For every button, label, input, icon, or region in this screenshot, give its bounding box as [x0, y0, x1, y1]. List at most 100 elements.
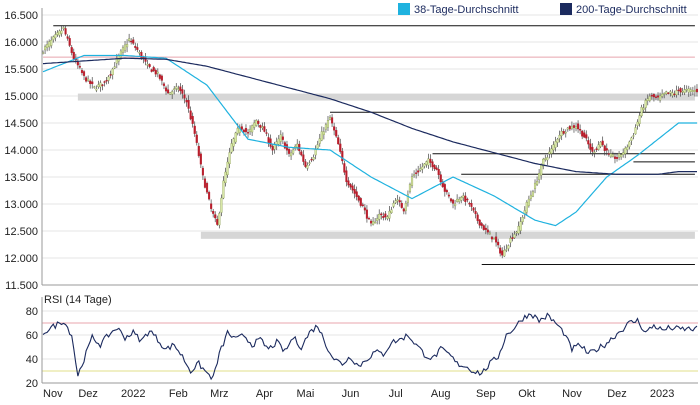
candle-up — [374, 221, 377, 224]
candle-up — [599, 141, 602, 147]
candle-down — [451, 199, 455, 204]
candle-down — [263, 126, 266, 132]
candle-up — [60, 30, 63, 34]
candle-up — [462, 195, 465, 198]
support-band — [77, 93, 695, 101]
candle-up — [394, 200, 397, 203]
candle-up — [519, 221, 522, 231]
candle-up — [642, 107, 645, 110]
candle-down — [72, 51, 75, 60]
candle-up — [320, 131, 323, 141]
candle-up — [593, 151, 596, 154]
candle-up — [620, 154, 623, 158]
x-tick-label: Mai — [297, 388, 315, 400]
candle-down — [677, 89, 680, 92]
candle-down — [152, 67, 155, 71]
candle-down — [162, 83, 166, 86]
candle-up — [626, 146, 629, 150]
candle-down — [497, 241, 500, 246]
candle-up — [279, 134, 282, 142]
candle-down — [240, 126, 243, 130]
candle-down — [259, 125, 262, 128]
candle-down — [486, 229, 489, 233]
candle-down — [615, 157, 619, 159]
candle-down — [652, 94, 655, 98]
candle-down — [347, 180, 350, 186]
candle-down — [572, 125, 576, 128]
candle-down — [679, 88, 682, 93]
candle-down — [433, 165, 436, 170]
x-tick-label: Okt — [518, 388, 535, 400]
candle-up — [236, 128, 239, 134]
candle-up — [324, 124, 327, 130]
candle-down — [201, 167, 204, 176]
candle-up — [632, 135, 635, 137]
candle-up — [689, 89, 692, 92]
candle-down — [158, 74, 161, 79]
candlestick-series — [41, 25, 699, 259]
x-tick-label: Jun — [342, 388, 360, 400]
candle-down — [464, 195, 467, 202]
candle-up — [306, 165, 309, 169]
candle-up — [314, 149, 317, 156]
candle-down — [472, 207, 475, 211]
candle-up — [423, 163, 426, 167]
candle-up — [97, 84, 100, 88]
candle-down — [310, 158, 313, 161]
candle-down — [283, 142, 286, 149]
candle-up — [388, 210, 391, 219]
candle-down — [511, 237, 514, 239]
candle-down — [607, 153, 610, 155]
candle-up — [558, 135, 561, 139]
candle-down — [656, 95, 660, 98]
candle-up — [119, 50, 122, 58]
candle-down — [187, 100, 190, 109]
candle-up — [638, 115, 641, 124]
candle-up — [392, 202, 395, 207]
candle-down — [109, 74, 112, 76]
candle-down — [300, 151, 303, 156]
candle-up — [111, 68, 114, 75]
candle-down — [267, 137, 270, 143]
candle-down — [68, 38, 71, 46]
candle-up — [597, 144, 600, 150]
price-tick-label: 16.500 — [4, 10, 38, 22]
candle-up — [99, 82, 102, 88]
candle-up — [44, 46, 47, 51]
candle-down — [495, 236, 498, 243]
candle-down — [257, 120, 260, 124]
candle-up — [326, 120, 330, 128]
candle-down — [562, 131, 565, 134]
candle-down — [212, 211, 215, 214]
candle-down — [650, 95, 653, 97]
ma38-line — [42, 54, 697, 227]
candle-up — [538, 173, 541, 180]
candle-down — [363, 207, 366, 211]
candle-down — [568, 126, 571, 130]
candle-down — [203, 178, 207, 188]
candle-down — [351, 185, 354, 191]
candle-up — [454, 203, 457, 207]
price-tick-label: 12.500 — [4, 226, 38, 238]
price-tick-label: 16.000 — [4, 37, 38, 49]
candle-up — [312, 157, 315, 160]
candle-down — [480, 223, 483, 226]
candle-up — [691, 90, 694, 92]
candle-up — [681, 91, 684, 93]
candle-down — [591, 146, 594, 152]
candle-up — [54, 34, 57, 39]
candle-down — [179, 86, 182, 92]
candle-up — [458, 199, 461, 202]
candle-down — [281, 136, 284, 140]
candle-up — [115, 58, 118, 64]
candle-down — [244, 128, 248, 133]
candle-up — [550, 148, 553, 154]
candle-up — [107, 76, 110, 81]
candle-up — [318, 138, 321, 144]
candle-up — [636, 121, 639, 126]
candle-up — [404, 202, 407, 211]
candle-up — [521, 217, 524, 222]
candle-up — [628, 141, 631, 147]
candle-up — [618, 153, 621, 158]
candle-up — [296, 143, 299, 148]
